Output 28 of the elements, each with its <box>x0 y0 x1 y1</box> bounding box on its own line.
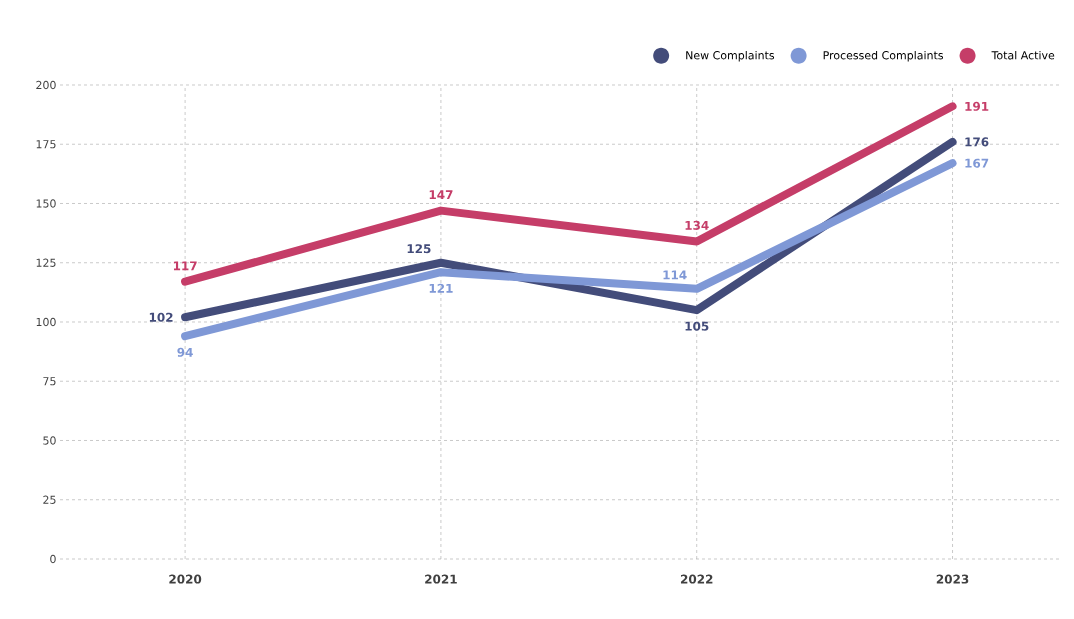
y-tick-label: 175 <box>36 140 56 149</box>
y-tick-label: 200 <box>36 80 56 90</box>
x-tick-label: 2023 <box>936 574 969 584</box>
x-tick-label: 2021 <box>425 574 457 584</box>
data-label: 121 <box>429 283 453 293</box>
data-label: 167 <box>965 158 989 168</box>
y-tick-label: 25 <box>43 495 56 504</box>
data-label: 125 <box>407 244 431 254</box>
data-label: 117 <box>173 261 197 271</box>
y-tick-label: 125 <box>36 258 56 267</box>
data-label: 191 <box>965 101 989 111</box>
x-tick-label: 2020 <box>169 574 202 584</box>
legend-label: Processed Complaints <box>823 50 944 62</box>
legend-label: Total Active <box>991 50 1055 60</box>
y-tick-label: 50 <box>43 436 56 445</box>
legend-label: New Complaints <box>686 50 775 62</box>
data-label: 176 <box>965 137 989 147</box>
y-tick-label: 75 <box>43 377 56 386</box>
data-label: 147 <box>429 190 453 200</box>
data-label: 134 <box>685 220 709 230</box>
y-tick-label: 100 <box>36 317 56 327</box>
data-label: 105 <box>685 321 709 331</box>
x-tick-label: 2022 <box>680 574 713 584</box>
y-tick-label: 0 <box>50 554 56 564</box>
data-label: 114 <box>663 270 687 280</box>
y-tick-label: 150 <box>36 199 56 208</box>
data-label: 102 <box>149 312 173 322</box>
data-label: 94 <box>177 347 193 357</box>
